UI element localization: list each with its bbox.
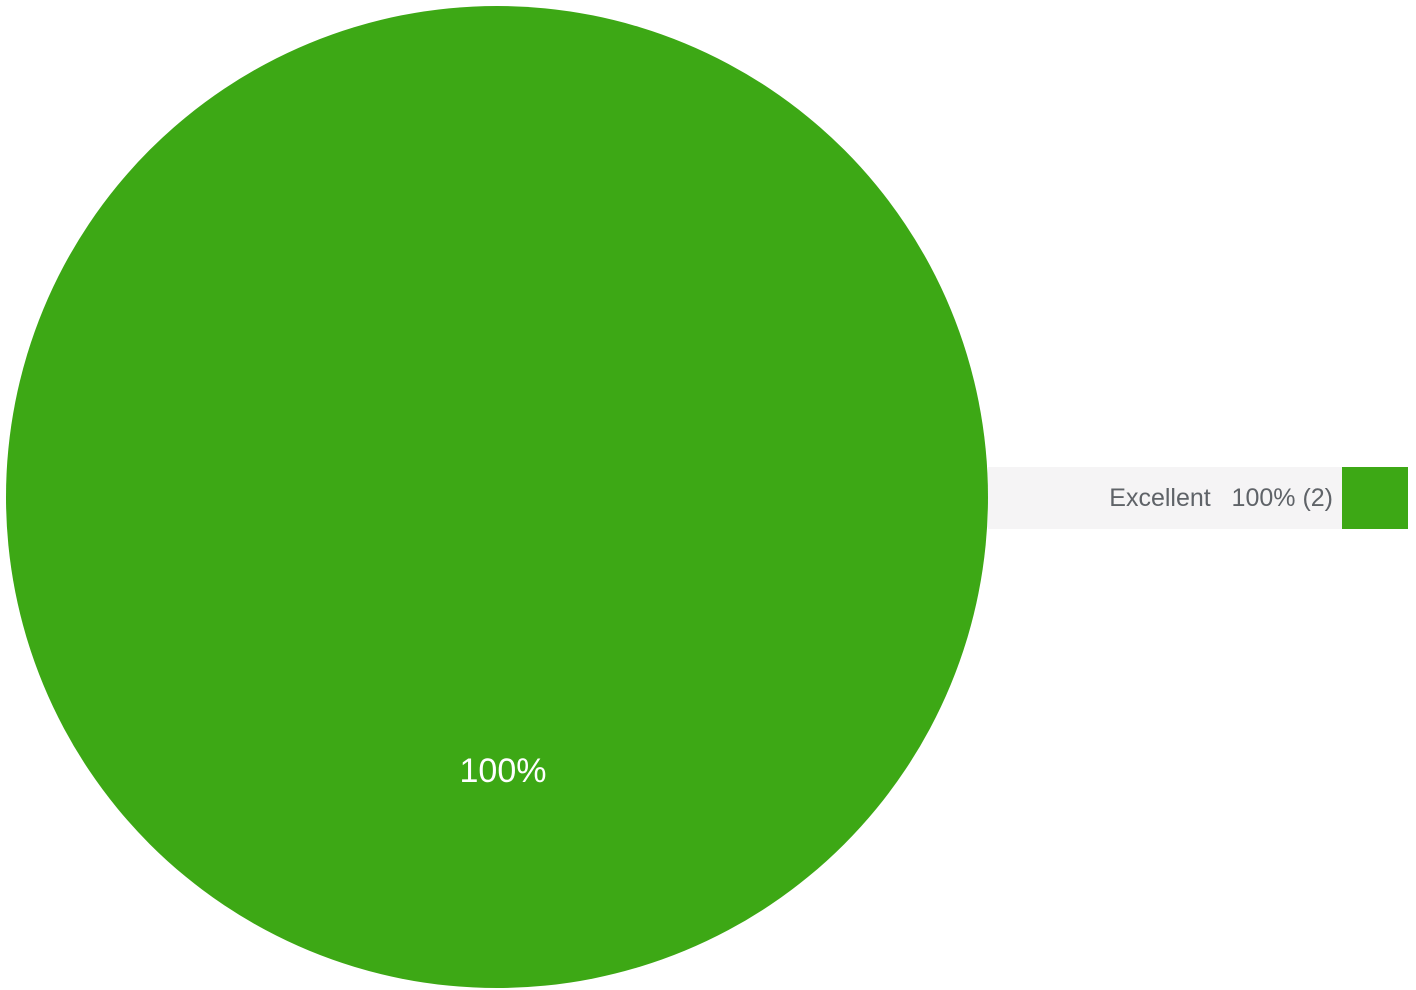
- pie-slice-labels: 100%: [460, 752, 547, 790]
- pie-slices: [6, 6, 988, 988]
- legend-color-swatch: [1342, 467, 1408, 529]
- pie-slice-label: 100%: [460, 752, 547, 790]
- legend[interactable]: Excellent 100% (2): [988, 467, 1408, 529]
- legend-entry-label: Excellent 100% (2): [1109, 483, 1333, 512]
- pie-slice-excellent[interactable]: [6, 6, 988, 988]
